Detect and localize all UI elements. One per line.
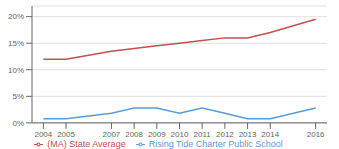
svg-text:2010: 2010 <box>171 130 189 139</box>
svg-text:2013: 2013 <box>239 130 257 139</box>
svg-text:10%: 10% <box>8 66 24 75</box>
svg-text:5%: 5% <box>12 92 24 101</box>
svg-text:2016: 2016 <box>307 130 325 139</box>
svg-text:2004: 2004 <box>34 130 52 139</box>
svg-text:15%: 15% <box>8 39 24 48</box>
svg-text:2008: 2008 <box>125 130 143 139</box>
svg-text:20%: 20% <box>8 12 24 21</box>
html-text:(MA) State Average: (MA) State Average <box>47 138 126 149</box>
svg-text:2014: 2014 <box>261 130 279 139</box>
svg-text:2011: 2011 <box>194 130 212 139</box>
svg-text:2012: 2012 <box>216 130 234 139</box>
svg-text:2009: 2009 <box>148 130 166 139</box>
html-text:Rising Tide Charter Public Sch: Rising Tide Charter Public School <box>148 138 283 149</box>
svg-text:0%: 0% <box>12 119 24 128</box>
svg-text:2007: 2007 <box>103 130 121 139</box>
svg-text:2005: 2005 <box>57 130 75 139</box>
